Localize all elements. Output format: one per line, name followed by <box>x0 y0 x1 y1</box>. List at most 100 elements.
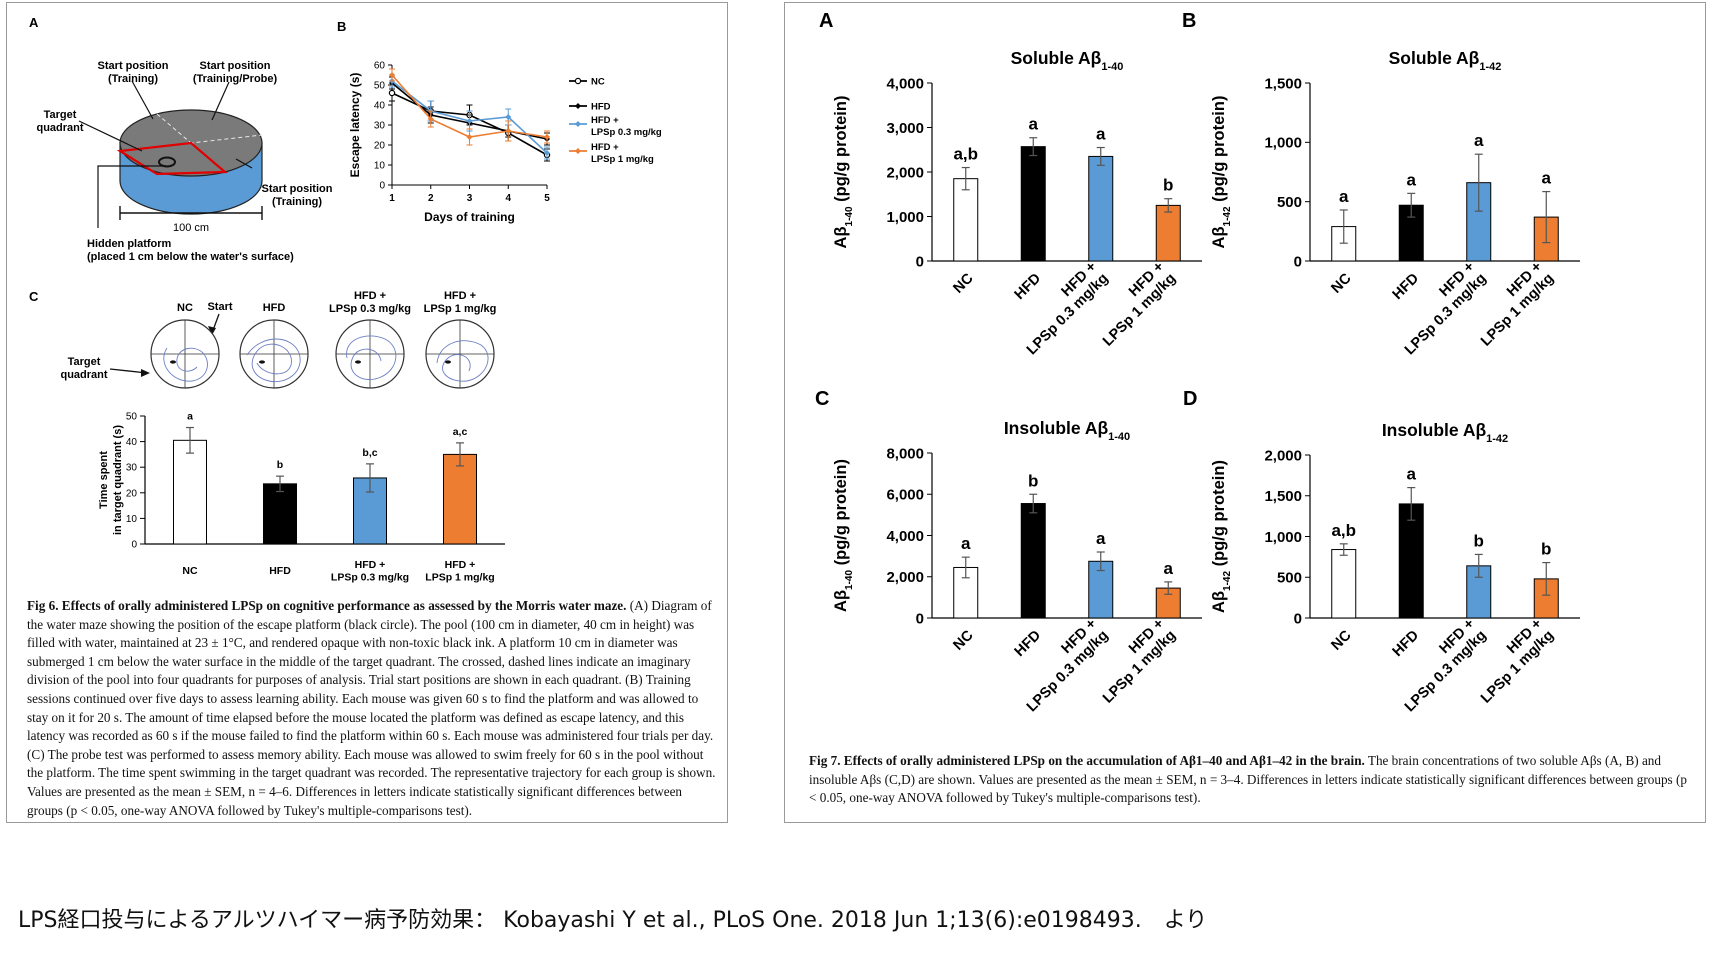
data-point <box>427 116 434 122</box>
x-tick-label: 3 <box>467 193 473 204</box>
bar <box>1155 204 1181 262</box>
platform-mark <box>170 360 176 364</box>
pointer-target-quadrant <box>78 120 143 152</box>
data-point <box>544 150 550 156</box>
x-tick-label: 1 <box>389 193 395 204</box>
pointer-hidden-platform <box>97 165 167 228</box>
fig6-caption-title: Fig 6. Effects of orally administered LP… <box>27 598 627 613</box>
swim-path <box>436 340 489 382</box>
x-tick-label: 2 <box>428 193 434 204</box>
category-label: HFD +LPSp 0.3 mg/kg <box>1390 616 1489 715</box>
bar <box>1020 503 1046 619</box>
fig6-panel: A 100 cm Start position (Training) Start … <box>6 2 728 823</box>
swim-trajectories: NC HFD HFD + LPSp 0.3 mg/kg HFD + LPSp 1 m… <box>60 290 496 389</box>
y-tick-label: 10 <box>374 161 386 172</box>
fig6c-label: C <box>29 289 39 304</box>
data-point <box>466 134 473 140</box>
fig7-caption-body: The brain concentrations of two soluble … <box>809 753 1687 806</box>
category-label: HFD <box>1012 271 1044 303</box>
bar <box>1398 503 1424 619</box>
category-label: HFD <box>1012 628 1044 660</box>
data-point <box>505 128 512 134</box>
category-label: NC <box>182 565 198 577</box>
y-tick-label: 30 <box>374 121 386 132</box>
target-quadrant-label: Target quadrant <box>60 356 107 381</box>
fig6-caption: Fig 6. Effects of orally administered LP… <box>27 597 717 820</box>
bar <box>953 178 979 262</box>
data-point <box>466 118 473 124</box>
y-tick-label: 20 <box>374 141 386 152</box>
fig6a-label: A <box>29 15 39 30</box>
trajectory-title: HFD + LPSp 0.3 mg/kg <box>329 290 411 315</box>
significance-letter: a <box>961 534 971 553</box>
category-label: HFD <box>1390 271 1422 303</box>
target-quadrant-label: Target quadrant <box>36 109 83 134</box>
platform-mark <box>259 360 265 364</box>
start-arrowhead <box>208 326 216 335</box>
legend-marker <box>575 103 581 109</box>
category-label: HFD <box>1390 628 1422 660</box>
y-axis-title: Time spent <box>98 451 110 509</box>
source-citation: LPS経口投与によるアルツハイマー病予防効果： Kobayashi Y et a… <box>18 908 1208 933</box>
y-axis-title: Aβ1-42 (pg/g protein) <box>1210 96 1233 249</box>
category-label: HFD +LPSp 0.3 mg/kg <box>1390 259 1489 358</box>
significance-letter: b <box>1028 471 1038 490</box>
y-tick-label: 40 <box>126 437 138 448</box>
y-tick-label: 0 <box>131 540 137 551</box>
y-tick-label: 1,000 <box>886 209 924 226</box>
category-label: NC <box>1328 270 1354 296</box>
fig6-caption-body: (A) Diagram of the water maze showing th… <box>27 598 716 818</box>
y-tick-label: 4,000 <box>886 75 924 92</box>
y-tick-label: 2,000 <box>1264 447 1302 464</box>
scale-bar-label: 100 cm <box>173 222 209 234</box>
significance-letter: a <box>1407 170 1417 189</box>
y-tick-label: 20 <box>126 488 138 499</box>
significance-letter: a <box>1096 529 1106 548</box>
bar <box>1088 155 1114 262</box>
y-tick-label: 3,000 <box>886 120 924 137</box>
start-position-label: Start position (Training/Probe) <box>193 60 278 85</box>
fig7C-panel: C 0 2,000 4,000 6,000 8,000 a NC b HFD a HFD +LPSp … <box>815 388 1202 715</box>
legend-label: HFD + LPSp 1 mg/kg <box>591 142 654 165</box>
category-label: HFD +LPSp 0.3 mg/kg <box>1012 616 1111 715</box>
significance-letter: a <box>1474 131 1484 150</box>
y-tick-label: 2,000 <box>886 569 924 586</box>
fig7-caption: Fig 7. Effects of orally administered LP… <box>809 752 1689 808</box>
probe-test-chart: 0 10 20 30 40 50 a NC b HFD b,c HFD + LPSp 0.3 mg/kg… <box>98 411 505 584</box>
hidden-platform-label: Hidden platform (placed 1 cm below the wa… <box>87 238 294 263</box>
fig7B-chart: 0 500 1,000 1,500 a NC a HFD a HFD +LPSp 0.3 mg/k… <box>1264 75 1580 358</box>
fig7A-panel: A 0 1,000 2,000 3,000 4,000 a,b NC a HFD a HFD +LPS… <box>819 10 1202 358</box>
y-axis-title: Aβ1-42 (pg/g protein) <box>1210 460 1233 613</box>
significance-letter: a,c <box>453 426 468 438</box>
y-tick-label: 500 <box>1277 194 1302 211</box>
fig6b-label: B <box>337 19 346 34</box>
legend-marker <box>575 121 581 127</box>
y-tick-label: 8,000 <box>886 445 924 462</box>
start-position-label: Start position (Training) <box>262 183 333 208</box>
significance-letter: a <box>1164 559 1174 578</box>
target-arrowhead <box>141 369 150 377</box>
y-tick-label: 50 <box>374 81 386 92</box>
chart-title: Insoluble Aβ1-40 <box>1004 418 1130 443</box>
y-tick-label: 10 <box>126 514 138 525</box>
legend-label: HFD <box>591 102 611 113</box>
bar <box>443 453 477 545</box>
panel-label: C <box>815 388 829 410</box>
y-tick-label: 40 <box>374 101 386 112</box>
category-label: NC <box>950 627 976 653</box>
y-tick-label: 1,500 <box>1264 488 1302 505</box>
swim-path <box>346 335 397 380</box>
significance-letter: a,b <box>953 145 978 164</box>
start-position-label: Start position (Training) <box>98 60 169 85</box>
chart-title: Insoluble Aβ1-42 <box>1382 420 1508 445</box>
y-tick-label: 60 <box>374 61 386 72</box>
fig7D-chart: 0 500 1,000 1,500 2,000 a,b NC a HFD b HFD +LPSp 0… <box>1264 447 1580 715</box>
significance-letter: b <box>1163 176 1173 195</box>
target-arrow <box>109 368 148 374</box>
x-tick-label: 4 <box>505 193 511 204</box>
y-tick-label: 1,000 <box>1264 529 1302 546</box>
bar <box>173 439 207 545</box>
significance-letter: a <box>1339 187 1349 206</box>
swim-path <box>163 347 208 382</box>
fig7-panel: A 0 1,000 2,000 3,000 4,000 a,b NC a HFD a HFD +LPS… <box>784 2 1706 823</box>
